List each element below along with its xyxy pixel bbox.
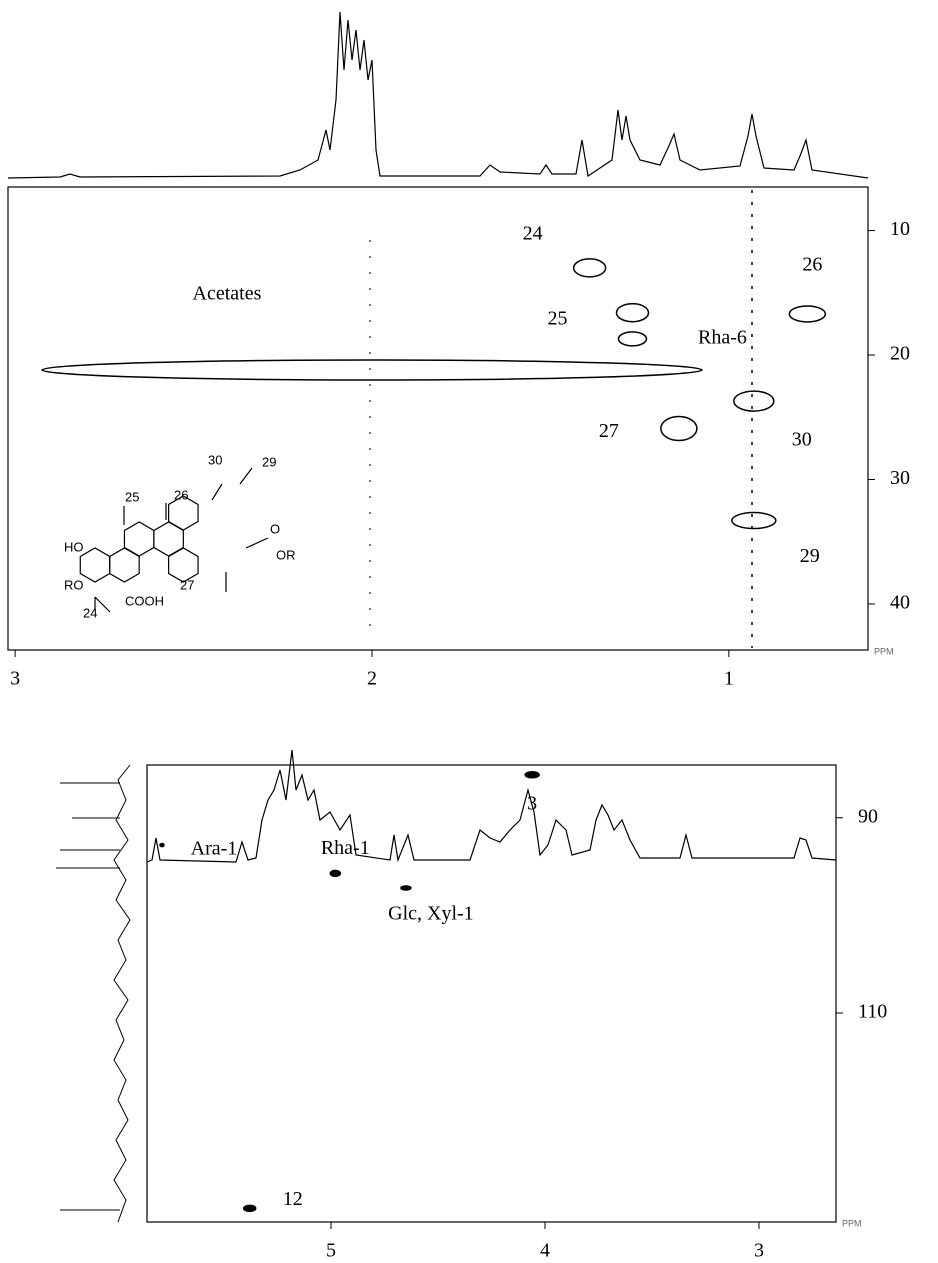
structure-label: OR [276, 547, 296, 562]
left-1d-spectrum [113, 764, 131, 1223]
peak-label: Ara-1 [191, 838, 238, 860]
top-1d-spectrum [7, 11, 869, 179]
y-tick-label: 40 [890, 592, 910, 614]
peak-label: 12 [283, 1188, 303, 1210]
x-axis-label: PPM [874, 646, 894, 656]
structure-label: 26 [174, 487, 188, 502]
x-tick-label: 5 [326, 1240, 336, 1262]
y-tick-label: 10 [890, 218, 910, 240]
x-tick-label: 4 [540, 1240, 550, 1262]
cross-peak [242, 1204, 257, 1213]
peak-label: 29 [800, 545, 820, 567]
peak-label: 3 [527, 792, 537, 814]
structure-label: 29 [262, 454, 276, 469]
peak-label: 30 [792, 429, 812, 451]
y-tick-label: 110 [858, 1001, 887, 1023]
cross-peak [615, 302, 650, 323]
x-tick-label: 3 [754, 1240, 764, 1262]
y-tick-label: 20 [890, 343, 910, 365]
peak-label: Glc, Xyl-1 [388, 903, 474, 925]
cross-peak [733, 390, 775, 412]
structure-label: HO [64, 539, 84, 554]
structure-label: RO [64, 577, 84, 592]
x-axis-label: PPM [842, 1218, 862, 1228]
x-tick-label: 2 [367, 668, 377, 690]
cross-peak [788, 305, 827, 323]
cross-peak [617, 331, 648, 347]
peak-label: 26 [802, 254, 822, 276]
structure-label: 25 [125, 489, 139, 504]
cross-peak [400, 885, 412, 891]
ring [168, 547, 199, 583]
structure-label: O [270, 521, 280, 536]
spectrum-peaks-left [56, 782, 120, 1211]
y-tick-label: 90 [858, 805, 878, 827]
y-tick-label: 30 [890, 467, 910, 489]
cross-peak [159, 842, 165, 848]
cross-peak [660, 415, 698, 442]
bottom-1d-spectrum [146, 749, 837, 863]
bonds [94, 467, 269, 613]
structure-label: 24 [83, 605, 97, 620]
peak-label: Rha-1 [321, 837, 370, 859]
chemical-structure [79, 467, 269, 613]
structure-label: 27 [180, 577, 194, 592]
structure-label: COOH [125, 593, 164, 608]
cross-peak [524, 771, 540, 779]
peak-label: Acetates [193, 283, 262, 305]
plot-frame [7, 186, 869, 651]
x-tick-label: 3 [10, 668, 20, 690]
cross-peak [329, 869, 342, 878]
cross-peak [572, 258, 607, 278]
cross-peak [731, 511, 777, 530]
peak-label: 25 [547, 307, 567, 329]
ring [168, 495, 199, 531]
ring [79, 547, 111, 583]
x-tick-label: 1 [724, 668, 734, 690]
peak-label: 27 [599, 420, 619, 442]
peak-label: 24 [523, 222, 543, 244]
structure-label: 30 [208, 452, 222, 467]
cross-peak [41, 359, 703, 381]
plot-frame [146, 764, 837, 1223]
peak-label: Rha-6 [698, 326, 747, 348]
